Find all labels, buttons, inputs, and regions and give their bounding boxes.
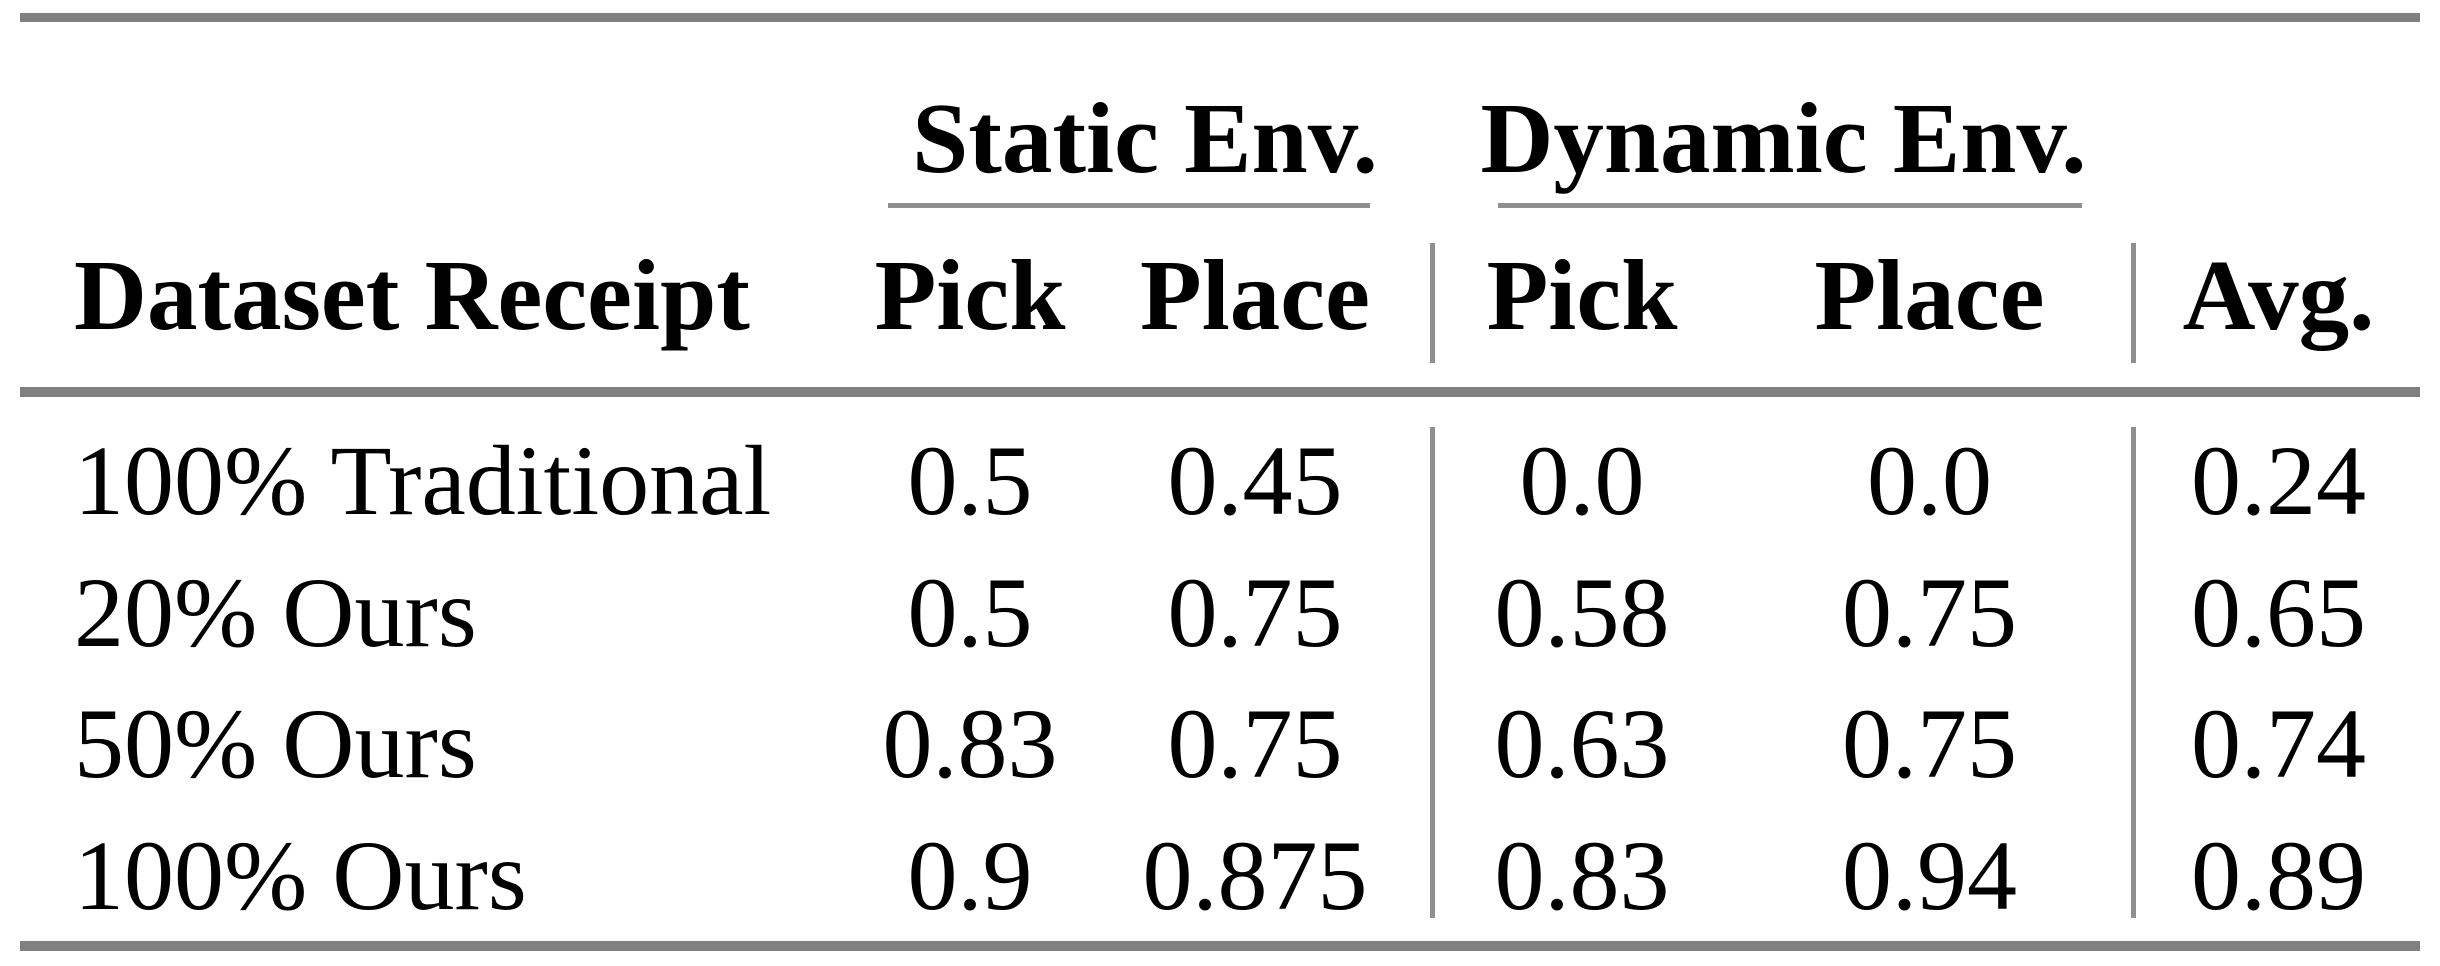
value-cell: 0.45: [1167, 424, 1343, 536]
value-cell: 0.5: [907, 424, 1033, 536]
column-header-dynamic-pick: Pick: [1486, 238, 1678, 351]
value-cell: 0.5: [907, 556, 1033, 668]
column-header-avg: Avg.: [2182, 238, 2375, 351]
value-cell: 0.65: [2191, 556, 2366, 668]
table-header-rule: [20, 387, 2420, 397]
value-cell: 0.9: [907, 820, 1033, 932]
row-label: 50% Ours: [74, 688, 477, 800]
column-header-static-place: Place: [1140, 238, 1370, 351]
value-cell: 0.75: [1842, 556, 2017, 668]
value-cell: 0.89: [2191, 820, 2366, 932]
table-grid: Static Env. Dynamic Env. Dataset Receipt…: [20, 22, 2420, 942]
value-cell: 0.75: [1167, 688, 1343, 800]
value-cell: 0.83: [1494, 820, 1670, 932]
row-label: 100% Traditional: [74, 424, 772, 536]
value-cell: 0.63: [1494, 688, 1670, 800]
column-header-dataset-receipt: Dataset Receipt: [74, 238, 750, 351]
separator-static-dynamic-header: [1430, 243, 1435, 363]
column-header-dynamic-place: Place: [1814, 238, 2045, 351]
table-bottom-rule: [20, 941, 2420, 951]
value-cell: 0.83: [882, 688, 1058, 800]
column-header-static-pick: Pick: [874, 238, 1066, 351]
value-cell: 0.24: [2191, 424, 2366, 536]
row-label: 20% Ours: [74, 556, 477, 668]
row-label: 100% Ours: [74, 820, 527, 932]
value-cell: 0.75: [1167, 556, 1343, 668]
value-cell: 0.0: [1867, 424, 1992, 536]
dynamic-env-underline: [1498, 203, 2082, 208]
table-top-rule: [20, 13, 2420, 22]
separator-avg-header: [2131, 243, 2136, 363]
group-header-static-env: Static Env.: [912, 82, 1378, 194]
separator-static-dynamic-body: [1430, 427, 1435, 918]
value-cell: 0.94: [1842, 820, 2017, 932]
group-header-dynamic-env: Dynamic Env.: [1480, 82, 2087, 194]
static-env-underline: [888, 203, 1370, 208]
value-cell: 0.875: [1142, 820, 1368, 932]
value-cell: 0.74: [2191, 688, 2366, 800]
value-cell: 0.75: [1842, 688, 2017, 800]
value-cell: 0.58: [1494, 556, 1670, 668]
separator-avg-body: [2131, 427, 2136, 918]
value-cell: 0.0: [1519, 424, 1645, 536]
